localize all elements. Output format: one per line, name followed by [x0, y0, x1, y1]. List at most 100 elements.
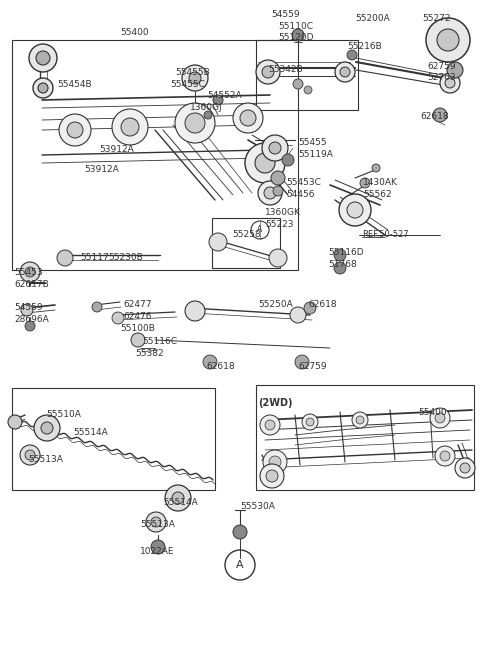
Circle shape: [360, 178, 370, 188]
Circle shape: [435, 413, 445, 423]
Text: 62618: 62618: [420, 112, 449, 121]
Text: 54559: 54559: [271, 10, 300, 19]
Text: 55454B: 55454B: [57, 80, 92, 89]
Circle shape: [209, 233, 227, 251]
Text: 55514A: 55514A: [73, 428, 108, 437]
Circle shape: [445, 78, 455, 88]
Circle shape: [430, 408, 450, 428]
Text: 55216B: 55216B: [347, 42, 382, 51]
Circle shape: [233, 103, 263, 133]
Bar: [12, 40, 298, 270]
Circle shape: [260, 415, 280, 435]
Circle shape: [29, 44, 57, 72]
Text: 55453C: 55453C: [286, 178, 321, 187]
Circle shape: [264, 187, 276, 199]
Circle shape: [25, 450, 35, 460]
Text: 54456: 54456: [286, 190, 314, 199]
Text: 55513A: 55513A: [28, 455, 63, 464]
Circle shape: [273, 186, 283, 196]
Text: 54559: 54559: [14, 303, 43, 312]
Text: 55223: 55223: [265, 220, 293, 229]
Circle shape: [175, 103, 215, 143]
Circle shape: [352, 412, 368, 428]
Text: 62759: 62759: [427, 62, 456, 71]
Text: 62617B: 62617B: [14, 280, 49, 289]
Circle shape: [447, 62, 463, 78]
Circle shape: [112, 312, 124, 324]
Bar: [12, 388, 215, 490]
Circle shape: [41, 422, 53, 434]
Bar: [256, 385, 474, 490]
Text: 1022AE: 1022AE: [140, 547, 175, 556]
Circle shape: [20, 445, 40, 465]
Text: 62618: 62618: [206, 362, 235, 371]
Circle shape: [260, 464, 284, 488]
Circle shape: [304, 86, 312, 94]
Text: 55400: 55400: [418, 408, 446, 417]
Text: 55400: 55400: [120, 28, 149, 37]
Circle shape: [372, 164, 380, 172]
Text: 62476: 62476: [123, 312, 152, 321]
Circle shape: [112, 109, 148, 145]
Text: 55117: 55117: [80, 253, 109, 262]
Circle shape: [262, 135, 288, 161]
Circle shape: [256, 60, 280, 84]
Text: 55514A: 55514A: [163, 498, 198, 507]
Text: 55200A: 55200A: [355, 14, 390, 23]
Text: 51768: 51768: [328, 260, 357, 269]
Circle shape: [67, 122, 83, 138]
Circle shape: [356, 416, 364, 424]
Circle shape: [263, 450, 287, 474]
Circle shape: [172, 492, 184, 504]
Circle shape: [339, 194, 371, 226]
Circle shape: [292, 29, 304, 41]
Circle shape: [440, 73, 460, 93]
Circle shape: [36, 51, 50, 65]
Text: 55342B: 55342B: [268, 65, 302, 74]
Text: 55272: 55272: [422, 14, 451, 23]
Text: 55530A: 55530A: [240, 502, 275, 511]
Text: A: A: [236, 560, 244, 570]
Circle shape: [340, 67, 350, 77]
Circle shape: [33, 78, 53, 98]
Text: 1430AK: 1430AK: [363, 178, 398, 187]
Text: 55513A: 55513A: [140, 520, 175, 529]
Text: 53912A: 53912A: [99, 145, 134, 154]
Text: 55116D: 55116D: [328, 248, 364, 257]
Circle shape: [146, 512, 166, 532]
Text: 55250A: 55250A: [258, 300, 293, 309]
Text: 55230B: 55230B: [108, 253, 143, 262]
Circle shape: [455, 458, 475, 478]
Text: 55119A: 55119A: [298, 150, 333, 159]
Circle shape: [240, 110, 256, 126]
Circle shape: [38, 83, 48, 93]
Circle shape: [25, 321, 35, 331]
Circle shape: [435, 446, 455, 466]
Text: 62759: 62759: [298, 362, 326, 371]
Circle shape: [306, 418, 314, 426]
Circle shape: [269, 142, 281, 154]
Circle shape: [21, 304, 33, 316]
Circle shape: [262, 66, 274, 78]
Circle shape: [213, 95, 223, 105]
Text: 53912A: 53912A: [84, 165, 119, 174]
Circle shape: [347, 202, 363, 218]
Circle shape: [151, 517, 161, 527]
Circle shape: [25, 267, 35, 277]
Circle shape: [295, 355, 309, 369]
Circle shape: [182, 65, 208, 91]
Circle shape: [233, 525, 247, 539]
Circle shape: [245, 143, 285, 183]
Circle shape: [185, 301, 205, 321]
Text: 55455: 55455: [298, 138, 326, 147]
Text: 55116C: 55116C: [142, 337, 177, 346]
Circle shape: [440, 451, 450, 461]
Circle shape: [258, 181, 282, 205]
Circle shape: [189, 72, 201, 84]
Text: 1360GK: 1360GK: [265, 208, 301, 217]
Bar: [212, 218, 280, 268]
Bar: [256, 40, 358, 110]
Text: 55110C: 55110C: [278, 22, 313, 31]
Circle shape: [204, 111, 212, 119]
Text: 55382: 55382: [135, 349, 164, 358]
